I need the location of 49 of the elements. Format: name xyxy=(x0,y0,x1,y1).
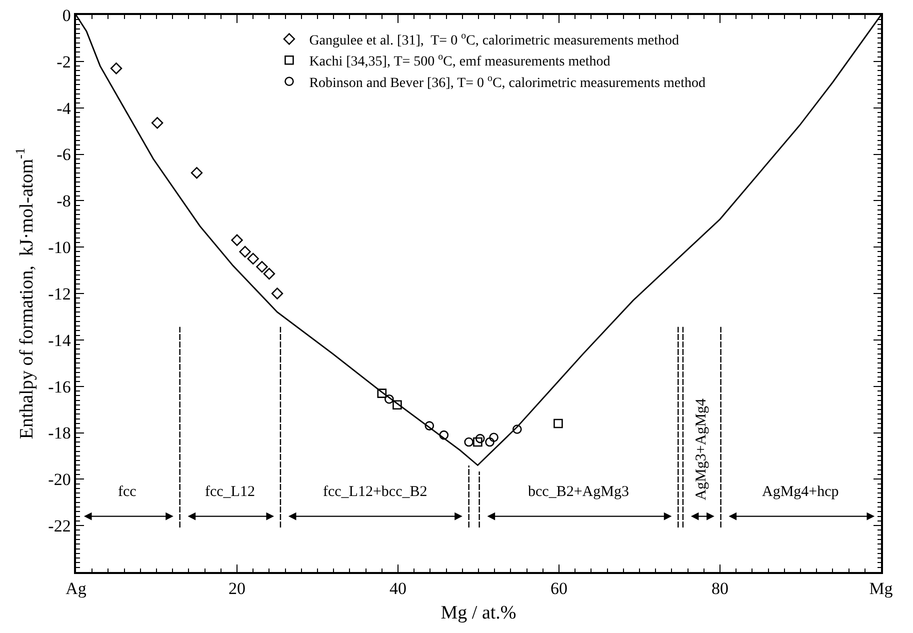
y-tick-label: -10 xyxy=(48,238,71,258)
point xyxy=(475,434,485,444)
point xyxy=(271,288,284,300)
annotation: fcc_L12+bcc_B2 xyxy=(323,484,428,500)
y-tick-label: -20 xyxy=(48,470,71,490)
y-tick-label: -4 xyxy=(56,98,72,118)
x-tick-label: 40 xyxy=(390,579,406,598)
point xyxy=(392,400,402,410)
point xyxy=(231,234,243,246)
point xyxy=(377,388,387,398)
point xyxy=(384,394,394,404)
legend-label: Gangulee et al. [31], T= 0 $^{o}$C, calorimetric measurements method xyxy=(309,30,680,48)
point xyxy=(489,432,498,442)
x-axis-title: Mg / at.% xyxy=(440,602,516,624)
y-tick-label: -6 xyxy=(56,145,71,164)
y-tick-label: -12 xyxy=(48,284,71,304)
x-tick-label: Mg xyxy=(869,579,894,598)
legend-label: Kachi [34,35], T= 500 $^{o}$C, emf measurements method xyxy=(309,52,610,70)
x-tick-label: 20 xyxy=(228,579,246,598)
point xyxy=(263,268,276,280)
point xyxy=(239,246,251,258)
point xyxy=(110,62,122,74)
x-tick-label: 60 xyxy=(550,579,568,598)
y-tick-label: -22 xyxy=(48,516,71,536)
y-tick-label: -18 xyxy=(48,424,71,443)
annotation: AgMg3+AgMg4 xyxy=(694,398,710,500)
point xyxy=(473,437,482,447)
point xyxy=(151,117,164,129)
point xyxy=(247,252,259,265)
x-tick-label: 80 xyxy=(712,579,728,598)
point xyxy=(485,437,494,447)
y-tick-label: -16 xyxy=(48,377,71,396)
y-tick-label: 0 xyxy=(62,6,71,25)
y-tick-label: -8 xyxy=(56,192,71,211)
point xyxy=(190,166,203,179)
point xyxy=(464,437,474,447)
x-tick-label: Ag xyxy=(66,579,87,598)
annotation: bcc_B2+AgMg3 xyxy=(528,484,629,500)
annotation: fcc_L12 xyxy=(205,484,255,500)
annotation: AgMg4+hcp xyxy=(762,484,839,500)
legend-label: Robinson and Bever [36], T= 0 $^{o}$C, calorimetric measurements method xyxy=(309,72,706,91)
y-tick-label: -2 xyxy=(56,52,71,72)
point xyxy=(512,424,522,434)
point xyxy=(554,418,563,428)
point xyxy=(439,430,449,440)
annotation: fcc xyxy=(118,484,137,500)
y-tick-label: -14 xyxy=(48,330,72,350)
point xyxy=(424,421,434,430)
point xyxy=(256,260,268,273)
